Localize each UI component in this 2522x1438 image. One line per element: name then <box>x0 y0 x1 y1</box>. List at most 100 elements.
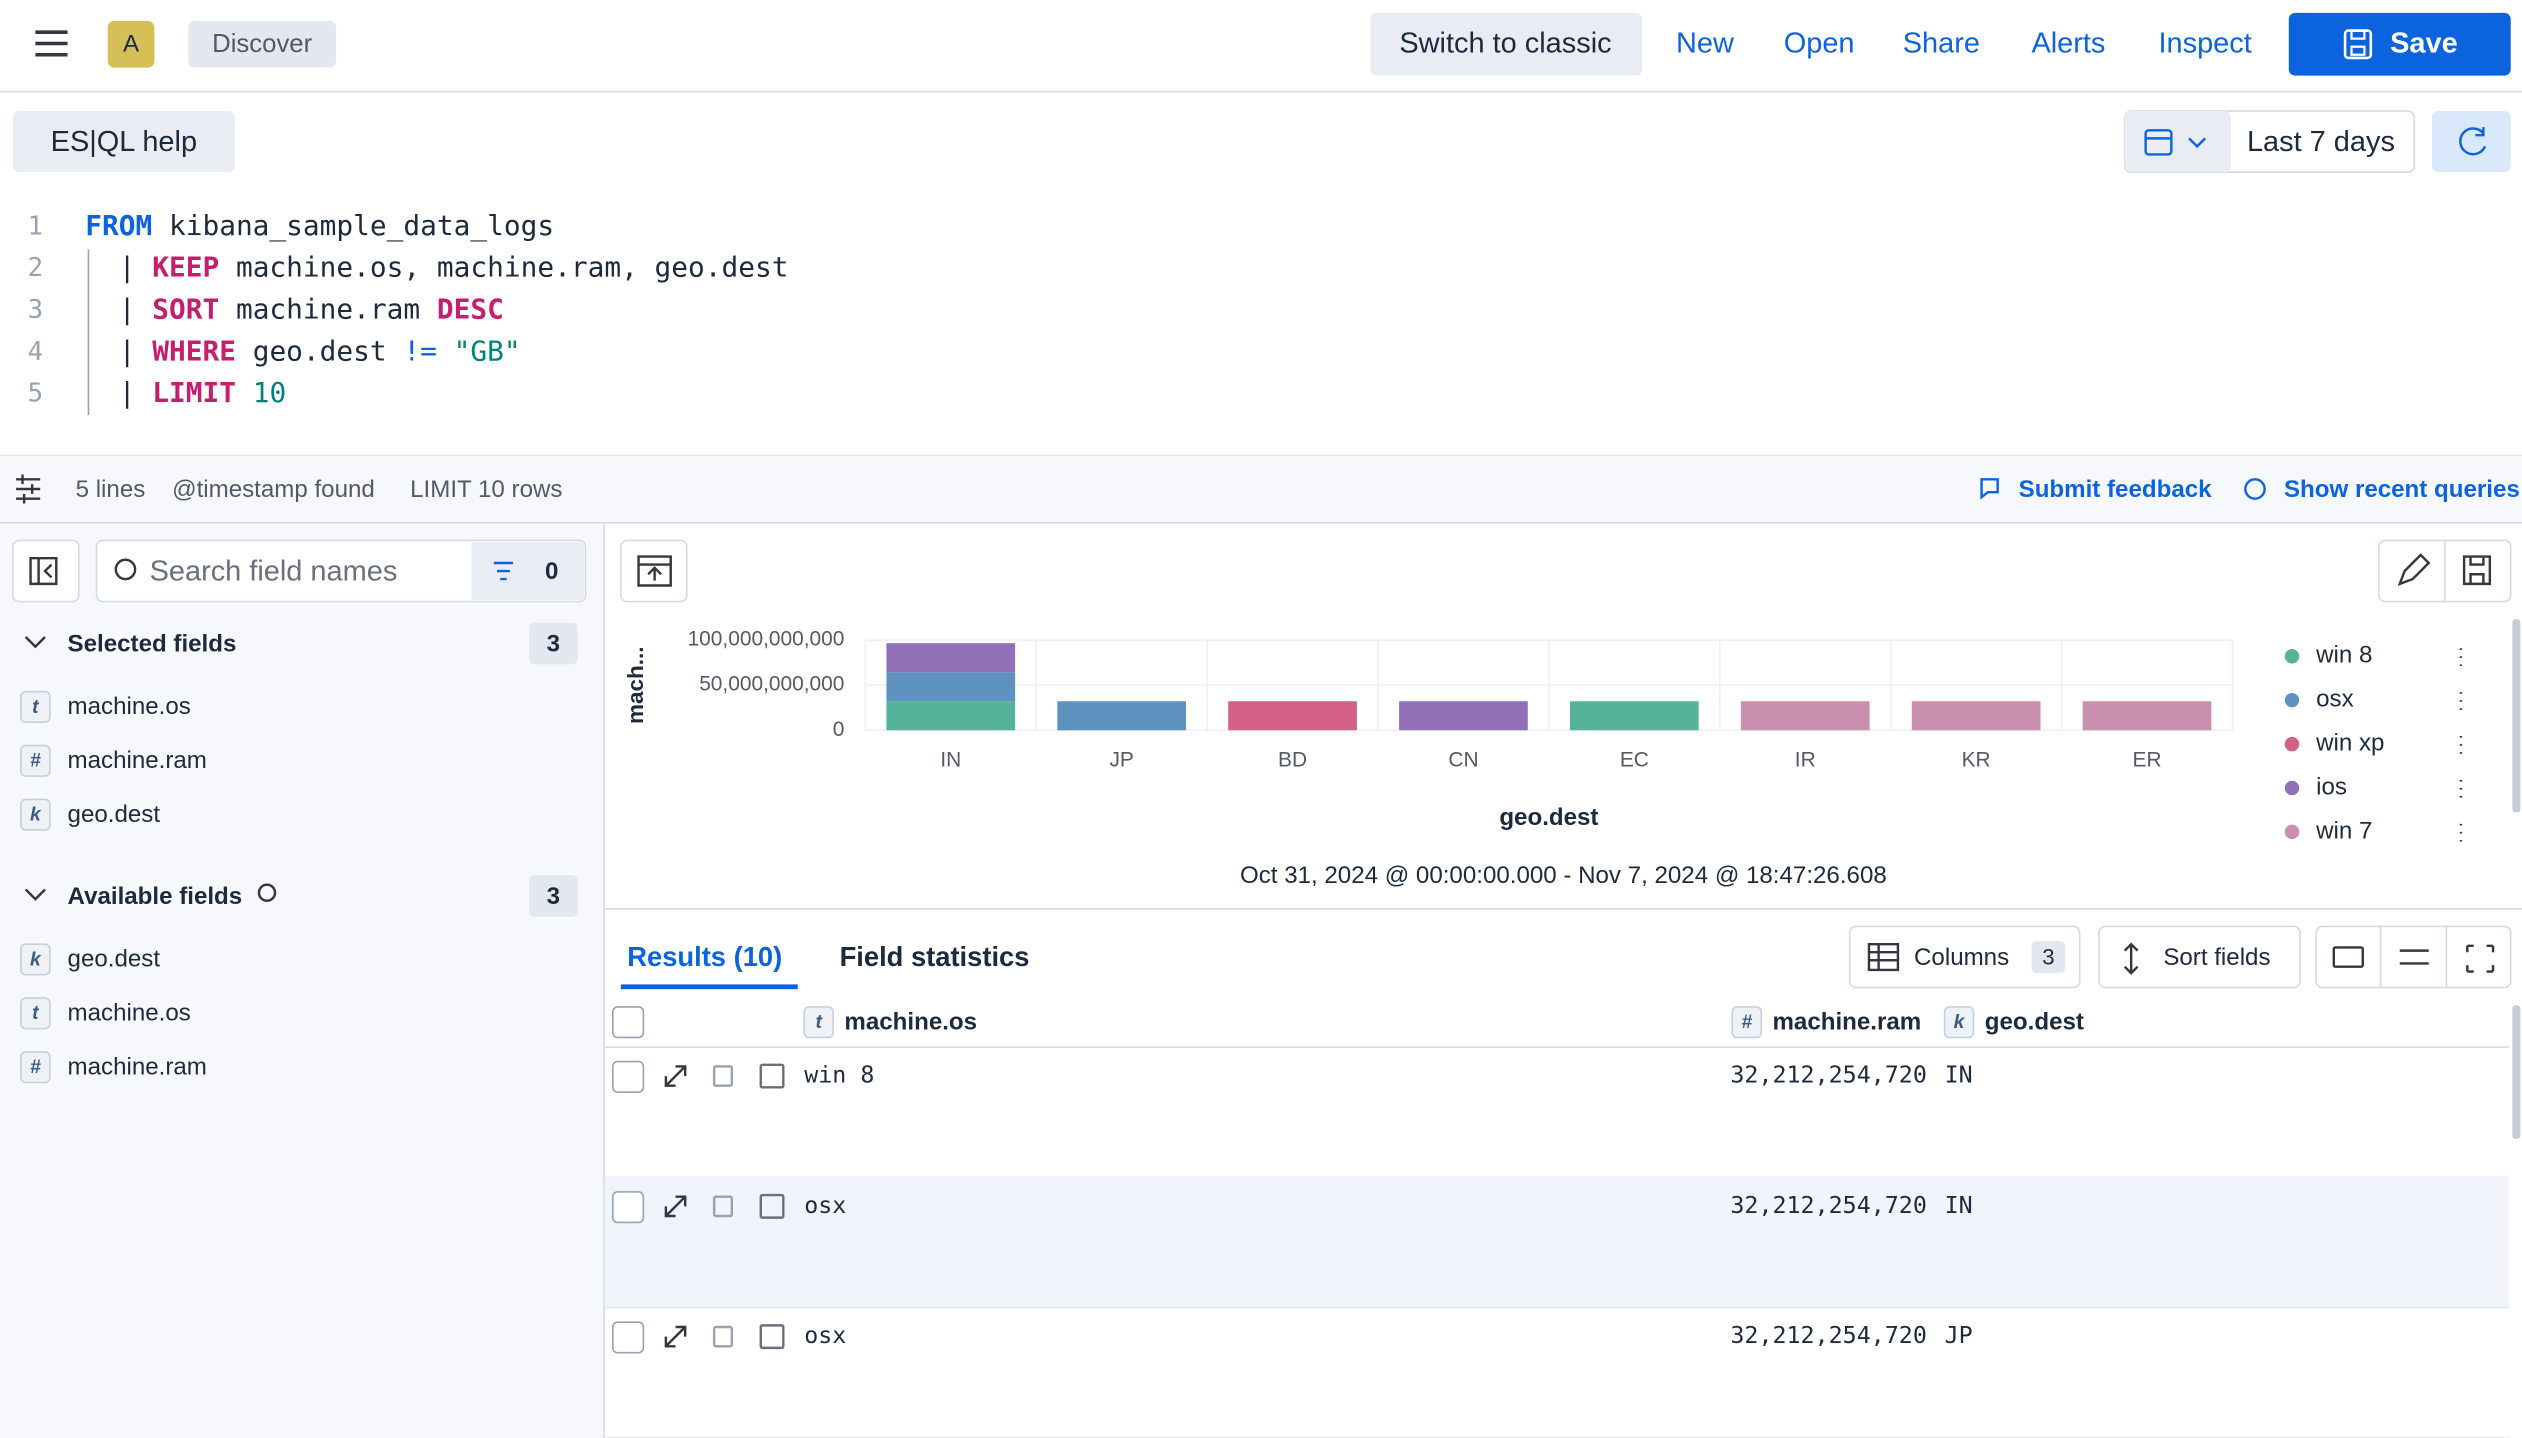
nav-link[interactable]: Share <box>1903 28 1980 60</box>
calendar-icon <box>2144 129 2206 156</box>
save-vis-button[interactable] <box>2462 555 2492 586</box>
legend-label[interactable]: win xp <box>2315 729 2384 756</box>
code-token: LIMIT <box>152 376 236 409</box>
column-header[interactable]: machine.os <box>844 1008 977 1035</box>
x-tick-label: JP <box>1109 748 1133 771</box>
section-title[interactable]: Selected fields <box>68 630 237 657</box>
expand-button[interactable] <box>664 1325 687 1348</box>
field-statistics-tab[interactable]: Field statistics <box>840 941 1030 972</box>
code-token: != <box>403 334 437 367</box>
code-line: | LIMIT 10 <box>85 376 286 409</box>
columns-button[interactable] <box>1848 925 2081 989</box>
help-icon[interactable] <box>257 883 277 902</box>
code-token: | <box>85 251 152 284</box>
results-tab[interactable]: Results (10) <box>627 941 782 972</box>
nav-link[interactable]: Open <box>1784 28 1855 60</box>
compare-button[interactable] <box>712 1195 734 1218</box>
legend-label[interactable]: ios <box>2316 773 2347 800</box>
chevron[interactable] <box>24 888 46 901</box>
search-field[interactable] <box>95 539 587 603</box>
expand-button[interactable] <box>664 1065 687 1087</box>
edit-button[interactable] <box>2397 553 2431 586</box>
row-stripe <box>604 1177 2510 1308</box>
compare-button[interactable] <box>712 1065 734 1087</box>
breadcrumb-label: Discover <box>212 30 312 58</box>
space-badge-label: A <box>123 30 140 57</box>
tab-underline <box>620 984 798 990</box>
submit-feedback[interactable]: Submit feedback <box>2019 476 2213 503</box>
field-name[interactable]: machine.os <box>68 1000 191 1027</box>
date-quick-menu[interactable] <box>2124 111 2231 173</box>
columns-badge <box>2031 940 2066 974</box>
chevron[interactable] <box>24 636 46 649</box>
refresh-button[interactable] <box>2431 111 2511 173</box>
save-button[interactable] <box>2288 12 2511 76</box>
code-token: DESC <box>437 292 504 325</box>
field-name[interactable]: machine.os <box>68 693 191 720</box>
switch-classic-button[interactable] <box>1370 12 1643 76</box>
code-token <box>437 334 454 367</box>
nav-link[interactable]: Alerts <box>2031 28 2105 60</box>
bar <box>1570 701 1699 731</box>
x-tick-label: BD <box>1278 748 1307 771</box>
show-recent-queries[interactable]: Show recent queries <box>2284 476 2520 503</box>
x-tick-label: EC <box>1620 748 1649 771</box>
field-name[interactable]: machine.ram <box>68 1053 207 1080</box>
esql-help-button[interactable] <box>12 111 235 173</box>
bar <box>886 672 1016 702</box>
sort-button[interactable] <box>2098 925 2301 989</box>
toggle-icon <box>29 556 58 586</box>
legend-label[interactable]: win 7 <box>2315 817 2372 844</box>
section-count: 3 <box>547 883 560 910</box>
field-name[interactable]: machine.ram <box>68 747 207 774</box>
code-token: geo.dest <box>236 334 403 367</box>
field-name[interactable]: geo.dest <box>68 946 161 973</box>
time-caption: Oct 31, 2024 @ 00:00:00.000 - Nov 7, 202… <box>1240 862 1887 889</box>
status-icon[interactable] <box>16 474 41 504</box>
columns-icon <box>1867 942 1900 972</box>
keyboard-button[interactable] <box>2332 946 2364 968</box>
field-filter-button[interactable] <box>471 542 584 600</box>
code-line: | WHERE geo.dest != "GB" <box>85 334 520 367</box>
legend-swatch <box>2284 736 2300 752</box>
row-checkbox[interactable] <box>612 1191 645 1224</box>
legend-label[interactable]: win 8 <box>2315 642 2372 669</box>
space-badge[interactable] <box>107 20 155 68</box>
type-badge <box>1731 1006 1763 1039</box>
esql-help-label: ES|QL help <box>51 126 197 158</box>
document-button[interactable] <box>759 1063 785 1089</box>
code-line: | KEEP machine.os, machine.ram, geo.dest <box>85 251 788 284</box>
row-checkbox[interactable] <box>612 1321 645 1354</box>
cell: 32,212,254,720 <box>1730 1322 1927 1349</box>
column-header[interactable]: geo.dest <box>1985 1008 2084 1035</box>
breadcrumb[interactable] <box>188 20 337 68</box>
fullscreen-button[interactable] <box>2466 944 2495 973</box>
line-number: 1 <box>28 211 43 241</box>
column-header[interactable]: machine.ram <box>1772 1008 1921 1035</box>
code-token: machine.os, machine.ram, geo.dest <box>219 251 788 284</box>
cell: 32,212,254,720 <box>1730 1062 1927 1089</box>
document-button[interactable] <box>759 1324 785 1350</box>
type-icon: k <box>30 805 42 826</box>
legend-label[interactable]: osx <box>2316 686 2354 713</box>
switch-classic-label: Switch to classic <box>1399 28 1611 60</box>
section-title[interactable]: Available fields <box>68 883 243 910</box>
menu-button[interactable] <box>35 30 68 57</box>
display-button[interactable] <box>2399 949 2429 965</box>
expand-button[interactable] <box>664 1195 687 1218</box>
code-line: | SORT machine.ram DESC <box>85 292 504 325</box>
compare-button[interactable] <box>712 1325 734 1348</box>
select-all-checkbox[interactable] <box>612 1006 645 1039</box>
type-badge <box>20 943 51 976</box>
nav-link[interactable]: New <box>1676 28 1734 60</box>
y-tick-label: 50,000,000,000 <box>699 673 844 696</box>
row-checkbox[interactable] <box>612 1060 645 1093</box>
code-token: | <box>85 376 152 409</box>
type-icon: t <box>815 1012 823 1033</box>
legend-swatch <box>2284 824 2300 840</box>
field-name[interactable]: geo.dest <box>68 801 161 828</box>
feedback-icon <box>1980 478 1999 500</box>
nav-link[interactable]: Inspect <box>2158 28 2251 60</box>
document-button[interactable] <box>759 1193 785 1219</box>
sort-label: Sort fields <box>2163 944 2270 971</box>
